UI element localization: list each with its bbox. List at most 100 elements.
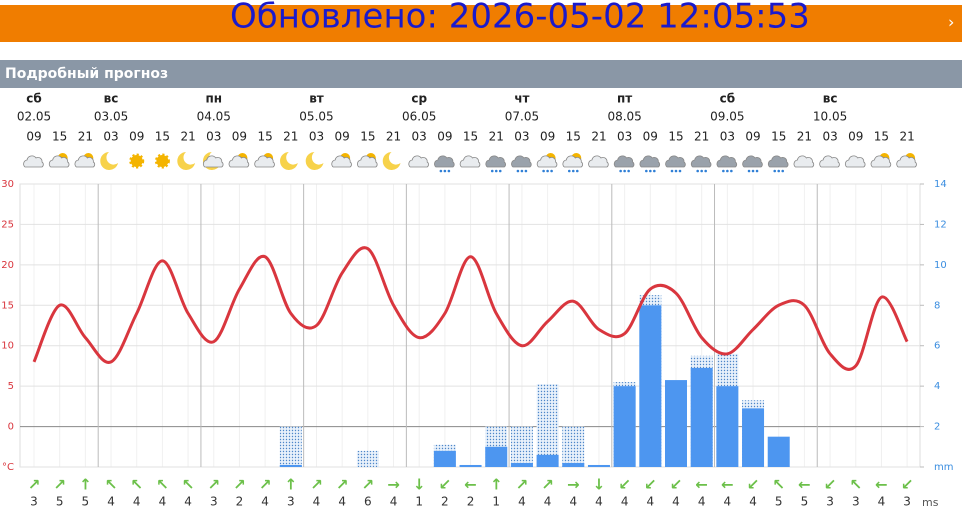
icon-cloud <box>74 155 96 168</box>
y-tick-label: 10 <box>1 341 14 352</box>
wind-arrow: ↖ <box>182 476 195 494</box>
precip-bar <box>433 450 456 467</box>
hour-label: 03 <box>309 130 324 144</box>
day-date: 07.05 <box>505 110 539 124</box>
weather-icon <box>459 155 481 168</box>
precip-bar <box>742 408 765 467</box>
hour-label: 21 <box>797 130 812 144</box>
y2-tick-label: 14 <box>934 179 947 190</box>
icon-drop <box>645 169 648 173</box>
y-tick-label: 30 <box>1 179 14 190</box>
hour-label: 03 <box>617 130 632 144</box>
wind-arrow: ← <box>464 476 477 494</box>
icon-cloud <box>639 155 661 168</box>
day-date: 09.05 <box>710 110 744 124</box>
weather-icon <box>639 155 661 173</box>
icon-drop <box>447 169 451 173</box>
icon-drop <box>550 169 553 173</box>
weather-icon <box>536 153 558 173</box>
hour-label: 09 <box>848 130 863 144</box>
wind-speed: 4 <box>878 495 886 509</box>
weather-icon <box>129 153 145 169</box>
wind-speed: 2 <box>467 495 475 509</box>
icon-cloud <box>228 155 250 168</box>
wind-speed: 3 <box>852 495 860 509</box>
icon-sun <box>154 153 170 169</box>
wind-arrow: → <box>567 476 580 494</box>
wind-arrow: ↓ <box>413 476 426 494</box>
weather-icon <box>280 152 298 170</box>
icon-sun <box>129 153 145 169</box>
icon-drop <box>704 169 707 173</box>
weather-icon <box>819 155 840 168</box>
wind-speed: 2 <box>236 495 244 509</box>
icon-cloud <box>690 155 712 168</box>
icon-moon <box>382 152 401 170</box>
y-tick-label: °C <box>2 462 14 473</box>
wind-arrow: ↖ <box>105 476 118 494</box>
precip-bar-possible <box>279 426 302 467</box>
precip-bar <box>562 462 585 467</box>
precip-bar <box>639 305 662 467</box>
wind-arrow: ↙ <box>644 476 657 494</box>
icon-drop <box>571 169 575 173</box>
wind-arrow: ↗ <box>336 476 349 494</box>
warning-bar[interactable] <box>0 5 962 42</box>
chevron: › <box>948 13 954 32</box>
hour-label: 15 <box>874 130 889 144</box>
day-date: 06.05 <box>402 110 436 124</box>
precip-bar <box>587 464 610 467</box>
icon-cloud <box>588 155 609 168</box>
icon-drop <box>781 169 785 173</box>
y2-tick-label: 8 <box>934 300 940 311</box>
y-tick-label: 25 <box>1 219 14 230</box>
wind-arrow: ↙ <box>901 476 914 494</box>
day-name: сб <box>720 92 736 106</box>
y2-tick-label: 12 <box>934 219 947 230</box>
weather-icon <box>742 155 763 173</box>
precip-bar-possible <box>536 384 559 467</box>
icon-drop <box>722 169 725 173</box>
wind-speed: 4 <box>672 495 680 509</box>
updated-stamp: Обновлено: 2026-05-02 12:05:53 <box>230 0 810 37</box>
hour-label: 15 <box>463 130 478 144</box>
y2-tick-label: 10 <box>934 260 947 271</box>
icon-drop <box>751 169 755 173</box>
icon-cloud <box>485 155 506 168</box>
hour-label: 21 <box>283 130 298 144</box>
icon-cloud <box>665 155 686 168</box>
wind-arrow: ↗ <box>259 476 272 494</box>
hour-label: 15 <box>52 130 67 144</box>
day-date: 04.05 <box>197 110 231 124</box>
precip-bar <box>613 386 636 467</box>
wind-speed: 3 <box>903 495 911 509</box>
y2-tick-label: 4 <box>934 381 940 392</box>
weather-icon <box>202 152 224 170</box>
icon-drop <box>623 169 626 173</box>
precip-bar <box>459 464 482 467</box>
weather-icon <box>870 153 892 168</box>
wind-speed: 4 <box>184 495 192 509</box>
day-name: вс <box>823 92 838 106</box>
icon-cloud <box>870 155 892 168</box>
icon-cloud <box>613 155 635 168</box>
icon-drop <box>653 169 656 173</box>
day-date: 08.05 <box>607 110 641 124</box>
hour-label: 15 <box>360 130 375 144</box>
icon-cloud <box>23 155 44 168</box>
icon-drop <box>700 169 703 173</box>
wind-speed: 4 <box>313 495 321 509</box>
icon-cloud <box>536 155 558 168</box>
weather-icon <box>331 153 352 168</box>
icon-cloud <box>742 155 763 168</box>
hour-label: 03 <box>822 130 837 144</box>
hour-label: 03 <box>720 130 735 144</box>
icon-moon <box>280 152 298 170</box>
wind-speed: 4 <box>338 495 346 509</box>
weather-icon <box>357 153 378 168</box>
icon-moon <box>177 152 196 170</box>
wind-arrow: ↗ <box>53 476 66 494</box>
precip-bar-possible <box>562 426 585 467</box>
wind-arrow: ← <box>875 476 888 494</box>
